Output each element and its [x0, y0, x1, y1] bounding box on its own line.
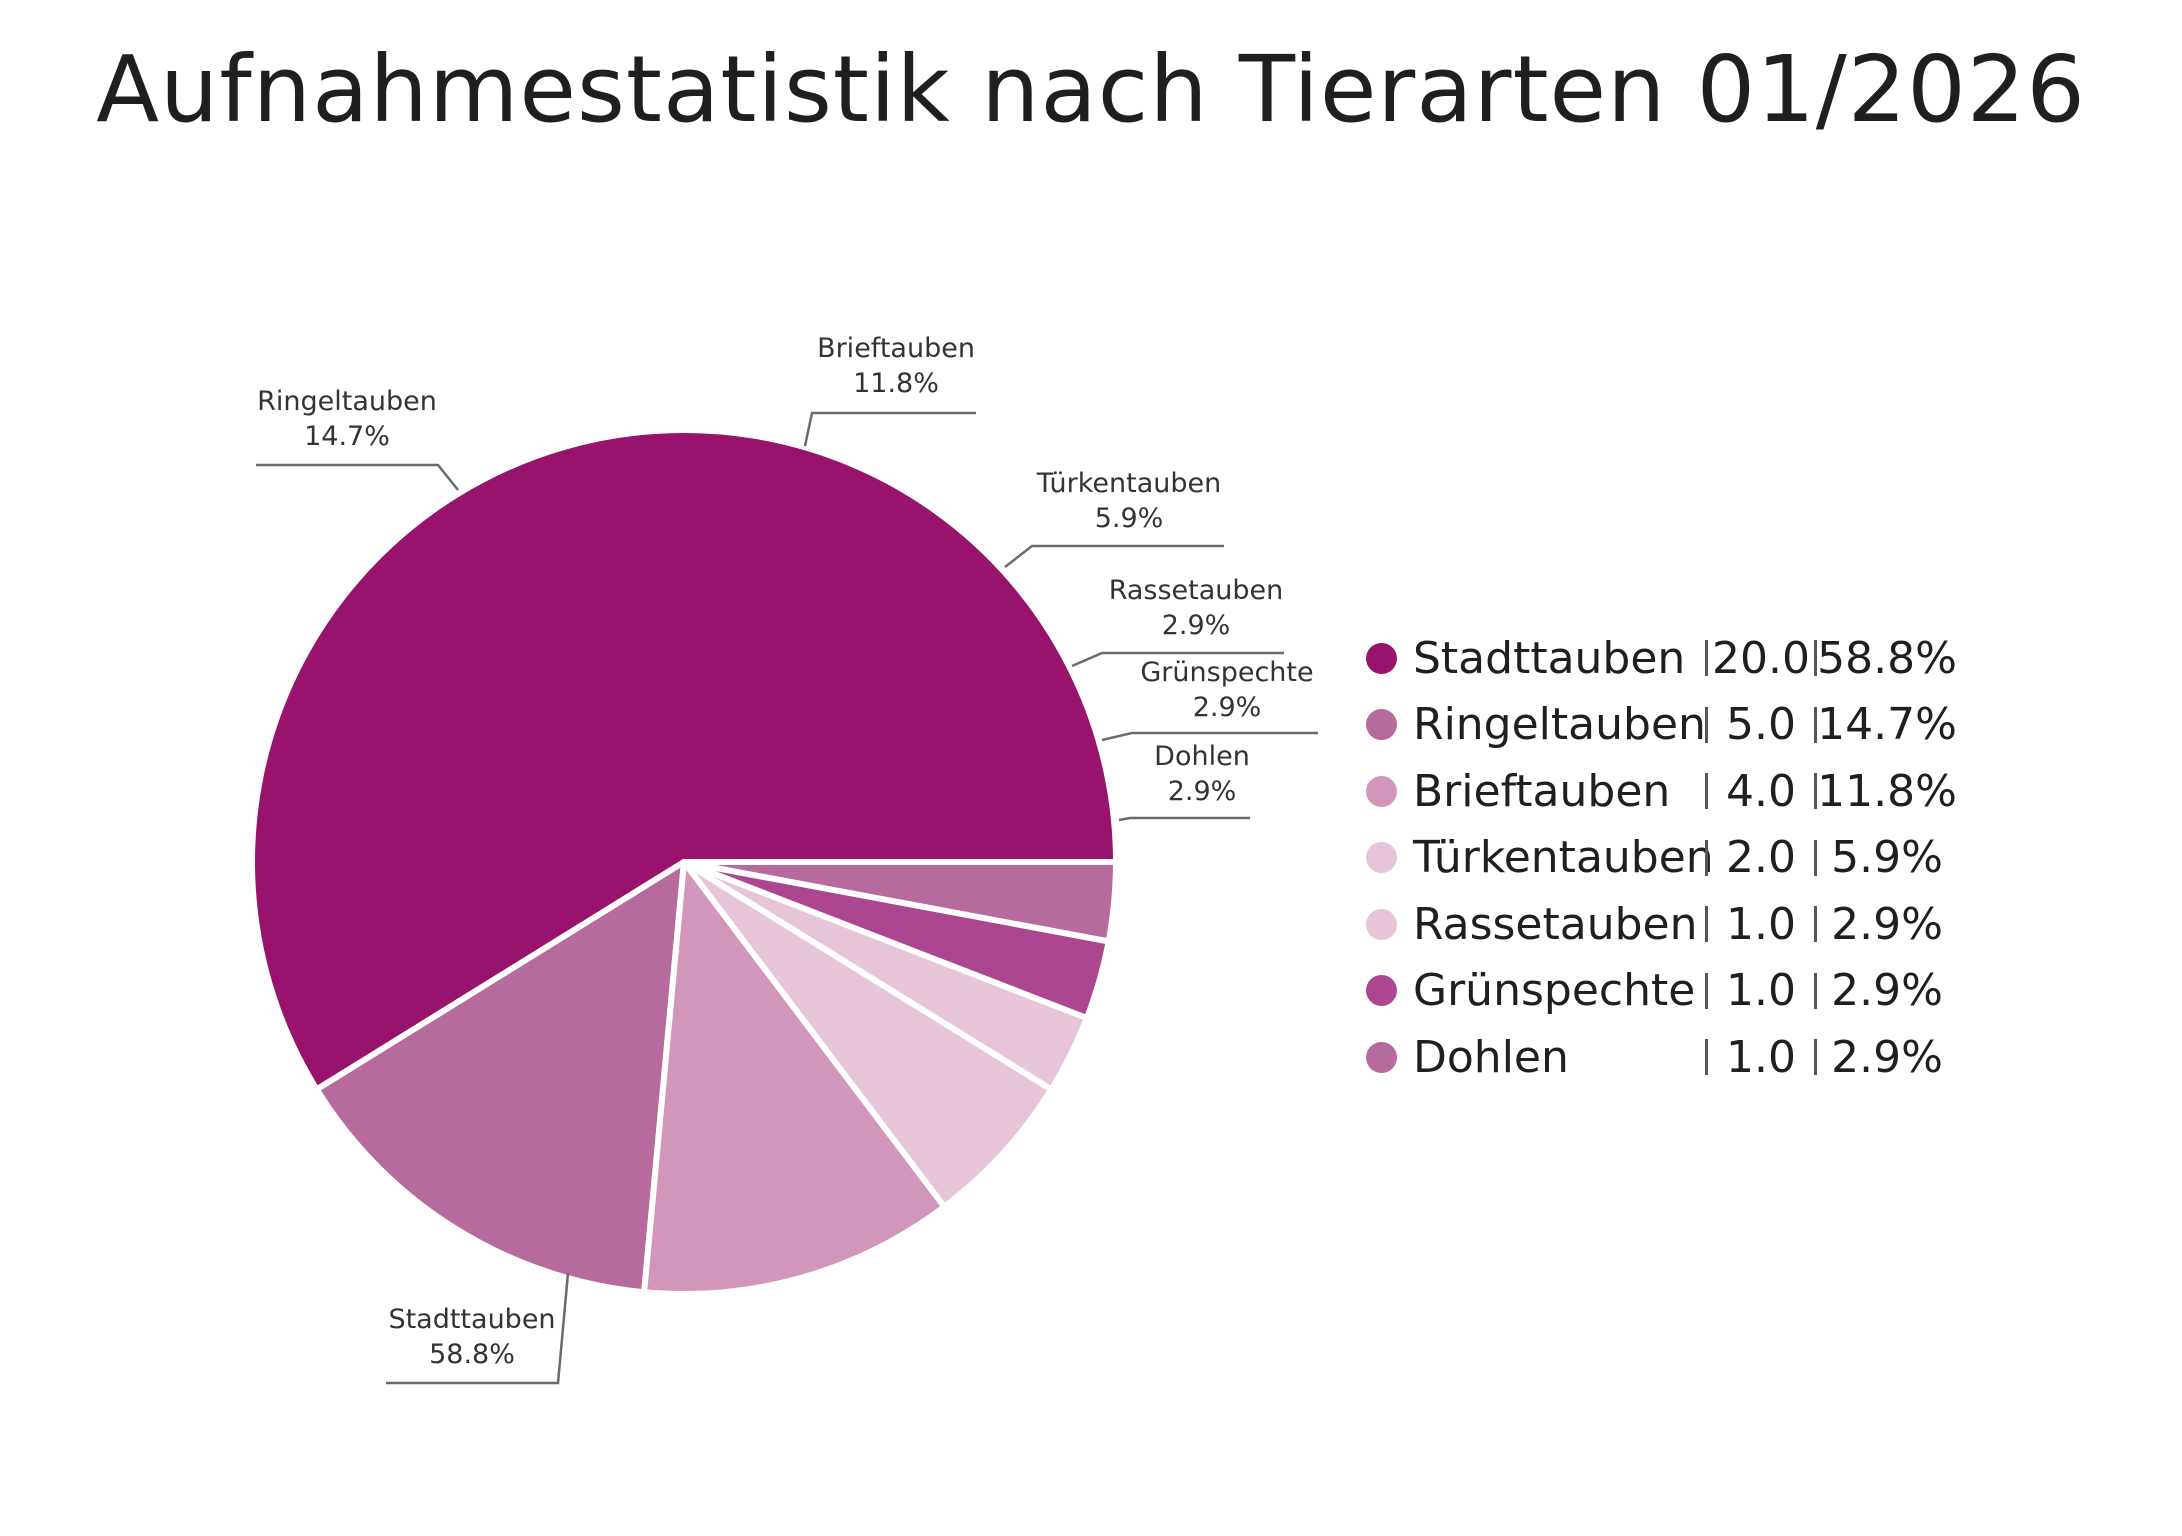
leader-line-stadttauben: [386, 1272, 570, 1385]
legend-swatch: [1366, 775, 1397, 807]
legend-separator: [1705, 1039, 1708, 1076]
legend-separator: [1814, 1039, 1817, 1076]
legend-percent: 11.8%: [1817, 765, 1957, 817]
legend-separator: [1705, 839, 1708, 876]
leader-lines: [256, 411, 1318, 1385]
legend-separator: [1814, 773, 1817, 810]
slice-label-percent-rassetauben: 2.9%: [1162, 610, 1231, 641]
leader-line-gruenspechte: [1101, 731, 1318, 742]
legend-item-brieftauben: Brieftauben 4.0 11.8%: [1366, 758, 1957, 825]
slice-label-percent-ringeltauben: 14.7%: [304, 421, 390, 452]
legend-swatch: [1366, 975, 1397, 1007]
legend-percent: 5.9%: [1831, 832, 1943, 884]
leader-line-brieftauben: [803, 411, 976, 447]
pie-slices: [249, 427, 1119, 1297]
slice-label-percent-tuerkentauben: 5.9%: [1095, 503, 1164, 534]
legend-percent: 14.7%: [1817, 699, 1957, 751]
legend-separator: [1814, 706, 1817, 743]
slice-label-name-brieftauben: Brieftauben: [817, 333, 975, 364]
legend-label: Brieftauben: [1413, 765, 1671, 817]
legend-label: Rassetauben: [1413, 898, 1698, 950]
slice-labels: Stadttauben 58.8% Ringeltauben 14.7% Briefta…: [257, 333, 1313, 1370]
pie-slice-tuerkentauben: [681, 859, 1055, 1210]
legend-label: Ringeltauben: [1413, 699, 1706, 751]
pie-slice-ringeltauben: [313, 859, 687, 1296]
legend-label: Dohlen: [1413, 1031, 1569, 1083]
legend-percent: 2.9%: [1831, 898, 1943, 950]
legend-separator: [1705, 773, 1708, 810]
legend-value: 1.0: [1726, 1031, 1796, 1083]
legend-swatch: [1366, 1041, 1397, 1073]
legend-separator: [1705, 706, 1708, 743]
legend-value: 20.0: [1712, 632, 1810, 684]
legend-separator: [1705, 972, 1708, 1009]
chart-title: Aufnahmestatistik nach Tierarten 01/2026: [96, 36, 2086, 143]
legend-separator: [1814, 906, 1817, 943]
legend-swatch: [1366, 842, 1397, 874]
legend-item-dohlen: Dohlen 1.0 2.9%: [1366, 1024, 1957, 1091]
pie-slice-stadttauben: [249, 427, 1119, 1093]
leader-line-dohlen: [1118, 816, 1250, 822]
slice-label-percent-gruenspechte: 2.9%: [1193, 692, 1262, 723]
legend-item-ringeltauben: Ringeltauben 5.0 14.7%: [1366, 692, 1957, 759]
legend-item-stadttauben: Stadttauben 20.0 58.8%: [1366, 625, 1957, 692]
slice-label-percent-brieftauben: 11.8%: [853, 368, 939, 399]
legend-percent: 2.9%: [1831, 1031, 1943, 1083]
legend-separator: [1814, 972, 1817, 1009]
slice-label-name-gruenspechte: Grünspechte: [1140, 657, 1313, 688]
legend-value: 4.0: [1726, 765, 1796, 817]
legend-value: 1.0: [1726, 898, 1796, 950]
leader-line-rassetauben: [1071, 651, 1284, 668]
legend-swatch: [1366, 642, 1397, 674]
pie-slice-brieftauben: [641, 859, 948, 1297]
legend: Stadttauben 20.0 58.8% Ringeltauben 5.0 14.7%…: [1366, 625, 1957, 1091]
legend-label: Türkentauben: [1413, 832, 1714, 884]
slice-label-name-stadttauben: Stadttauben: [388, 1304, 555, 1335]
legend-separator: [1705, 640, 1708, 677]
pie-slice-dohlen: [681, 859, 1119, 945]
legend-swatch: [1366, 908, 1397, 940]
legend-swatch: [1366, 709, 1397, 741]
slice-label-name-dohlen: Dohlen: [1154, 741, 1250, 772]
legend-item-tuerkentauben: Türkentauben 2.0 5.9%: [1366, 825, 1957, 892]
slice-label-percent-stadttauben: 58.8%: [429, 1339, 515, 1370]
slice-label-name-tuerkentauben: Türkentauben: [1036, 468, 1222, 499]
legend-separator: [1814, 640, 1817, 677]
legend-label: Grünspechte: [1413, 965, 1696, 1017]
slice-label-name-ringeltauben: Ringeltauben: [257, 386, 437, 417]
legend-separator: [1814, 839, 1817, 876]
leader-line-ringeltauben: [256, 463, 459, 491]
legend-item-gruenspechte: Grünspechte 1.0 2.9%: [1366, 958, 1957, 1025]
legend-percent: 58.8%: [1817, 632, 1957, 684]
legend-separator: [1705, 906, 1708, 943]
legend-percent: 2.9%: [1831, 965, 1943, 1017]
legend-value: 1.0: [1726, 965, 1796, 1017]
legend-value: 5.0: [1726, 699, 1796, 751]
legend-label: Stadttauben: [1413, 632, 1686, 684]
slice-label-name-rassetauben: Rassetauben: [1109, 575, 1284, 606]
legend-item-rassetauben: Rassetauben 1.0 2.9%: [1366, 891, 1957, 958]
leader-line-tuerkentauben: [1004, 544, 1224, 568]
slice-label-percent-dohlen: 2.9%: [1168, 776, 1237, 807]
legend-value: 2.0: [1726, 832, 1796, 884]
